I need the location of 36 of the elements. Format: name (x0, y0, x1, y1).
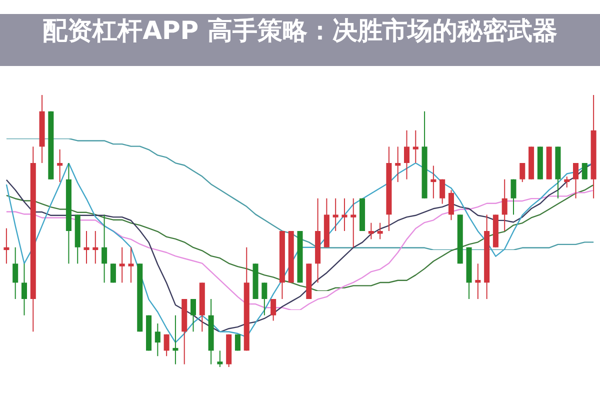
candlestick (270, 298, 276, 322)
candlestick (582, 162, 588, 180)
candlestick (21, 263, 27, 316)
candlestick (57, 148, 63, 183)
candlestick (395, 146, 401, 183)
candlestick (154, 322, 160, 357)
candlestick (573, 162, 579, 199)
candlestick (84, 230, 90, 264)
candlestick (475, 263, 481, 300)
candlestick (262, 282, 268, 316)
candlestick (520, 162, 526, 183)
candlestick (190, 298, 196, 332)
candlestick (92, 230, 98, 264)
candlestick (172, 314, 178, 365)
candlestick (128, 246, 134, 284)
chart-title: 配资杠杆APP 高手策略：决胜市场的秘密武器 (0, 14, 600, 66)
candlestick (110, 263, 116, 284)
candlestick (448, 190, 454, 221)
candlestick (404, 130, 410, 180)
candlestick (368, 222, 374, 240)
candlestick (377, 222, 383, 240)
candlestick (102, 214, 108, 284)
candlestick (342, 198, 348, 232)
candlestick (4, 228, 10, 264)
candlestick (119, 246, 125, 284)
candlestick (164, 334, 170, 357)
candlestick (430, 165, 436, 199)
candlestick (12, 246, 18, 300)
candlestick (440, 178, 446, 204)
candlestick (350, 198, 356, 248)
candlestick (332, 198, 338, 232)
candlestick (564, 176, 570, 188)
candlestick (510, 178, 516, 216)
candlestick (217, 350, 223, 368)
candlestick (412, 130, 418, 164)
candlestick (502, 178, 508, 232)
